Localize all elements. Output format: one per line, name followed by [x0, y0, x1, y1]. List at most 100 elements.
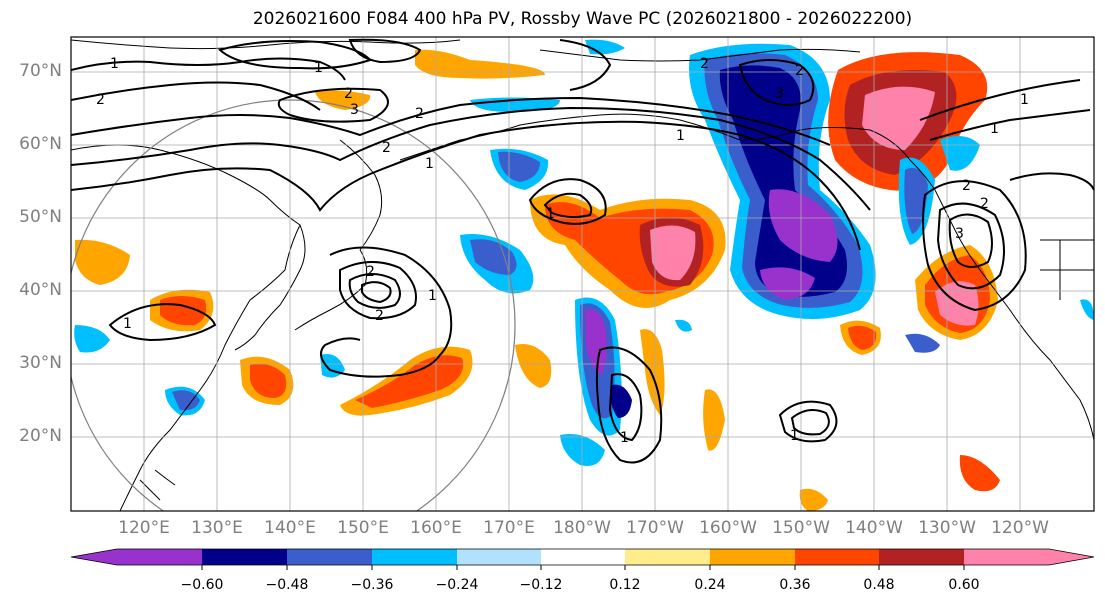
pv-contour — [608, 373, 643, 442]
shading-positive — [415, 49, 545, 79]
pv-contour — [919, 79, 1081, 121]
coastline — [739, 127, 1094, 441]
lat-label: 40°N — [19, 280, 62, 300]
contour-label: 3 — [955, 226, 964, 242]
map-panel: 1 2 1 2 2 2 1 3 2 2 3 1 2 2 1 1 1 1 1 2 … — [71, 37, 1094, 511]
lon-label: 180°W — [553, 518, 611, 538]
colorbar-swatch — [964, 549, 1049, 565]
lon-label: 170°W — [626, 518, 684, 538]
shading-negative — [905, 333, 940, 353]
lon-label: 140°E — [264, 518, 316, 538]
pv-contour — [559, 39, 612, 91]
contour-label: 1 — [425, 156, 434, 172]
colorbar-tick-label: −0.24 — [435, 577, 479, 593]
contour-label: 1 — [1020, 92, 1029, 108]
colorbar-tick-label: −0.36 — [350, 577, 394, 593]
map-title: 2026021600 F084 400 hPa PV, Rossby Wave … — [252, 9, 913, 29]
lat-label: 60°N — [19, 134, 62, 154]
lon-label: 160°E — [410, 518, 462, 538]
coastline — [539, 48, 861, 62]
contour-label: 1 — [676, 128, 685, 144]
contour-label: 1 — [110, 56, 119, 72]
contour-label: 2 — [344, 86, 353, 102]
lon-label: 120°E — [118, 518, 170, 538]
graticule — [71, 37, 1094, 511]
contour-labels: 1 2 1 2 2 2 1 3 2 2 3 1 2 2 1 1 1 1 1 2 … — [96, 56, 1029, 446]
colorbar-swatch — [795, 549, 879, 565]
shading-positive — [862, 86, 935, 150]
colorbar-swatch — [710, 549, 795, 565]
contour-label: 2 — [962, 178, 971, 194]
colorbar-swatch — [372, 549, 457, 565]
colorbar-extend-max — [1049, 549, 1094, 565]
lon-label: 130°E — [191, 518, 243, 538]
colorbar-swatch — [541, 549, 625, 565]
lat-label: 70°N — [19, 61, 62, 81]
contour-label: 1 — [546, 206, 555, 222]
coastline — [294, 249, 368, 331]
colorbar-tick-label: −0.48 — [265, 577, 309, 593]
pv-contour — [595, 346, 663, 464]
shading-positive — [799, 488, 828, 511]
shading-positive — [650, 225, 696, 281]
pv-contour — [361, 281, 392, 304]
shading-negative — [675, 319, 692, 332]
shading-positive — [315, 90, 371, 110]
shading-negative — [498, 151, 540, 182]
pv-contour — [339, 260, 417, 320]
shading-positive — [703, 389, 725, 451]
contour-label: 2 — [700, 56, 709, 72]
lat-label: 20°N — [19, 426, 62, 446]
lon-label: 150°E — [337, 518, 389, 538]
colorbar-swatch — [287, 549, 372, 565]
pv-contour — [790, 408, 830, 436]
shading-negative — [74, 325, 110, 353]
colorbar-outline — [70, 548, 1095, 566]
shading-positive — [250, 363, 287, 398]
contour-label: 2 — [415, 106, 424, 122]
colorbar — [70, 548, 1095, 570]
lon-label: 160°W — [699, 518, 757, 538]
shading-negative — [560, 434, 605, 466]
range-circle — [71, 99, 516, 511]
coastline — [339, 139, 383, 251]
pv-contour — [929, 109, 1091, 141]
coastline — [399, 113, 741, 161]
contour-label: 1 — [123, 316, 132, 332]
contour-label: 2 — [795, 63, 804, 79]
contour-label: 1 — [990, 121, 999, 137]
coastline — [1040, 239, 1094, 300]
contour-label: 2 — [980, 196, 989, 212]
coastline — [139, 469, 176, 501]
colorbar-swatch — [202, 549, 287, 565]
shading-positive — [848, 325, 877, 350]
shading-positive — [959, 455, 1000, 492]
pv-contours — [71, 38, 1094, 464]
pv-contour — [320, 246, 453, 378]
contour-label: 3 — [775, 86, 784, 102]
pv-contour — [71, 120, 861, 251]
pv-contour — [277, 87, 389, 123]
lon-label: 130°W — [918, 518, 976, 538]
pv-contour — [108, 303, 217, 342]
pv-contour — [528, 178, 607, 225]
pv-contour — [948, 213, 993, 268]
pv-contour — [778, 400, 838, 443]
lat-label: 50°N — [19, 207, 62, 227]
contour-label: 2 — [382, 140, 391, 156]
colorbar-swatch — [117, 549, 202, 565]
shading-negative — [768, 189, 838, 262]
colorbar-swatch — [879, 549, 964, 565]
pv-contour — [348, 273, 401, 309]
pv-contour — [1009, 172, 1094, 191]
colorbar-swatch — [457, 549, 541, 565]
colorbar-swatch — [625, 549, 710, 565]
pv-contour — [738, 59, 815, 106]
contour-label: 1 — [428, 288, 437, 304]
contour-label: 3 — [350, 102, 359, 118]
colorbar-tick-label: 0.12 — [609, 577, 641, 593]
shading-negative — [172, 390, 200, 411]
shading-negative — [904, 167, 928, 234]
shading-negative — [1080, 299, 1094, 320]
